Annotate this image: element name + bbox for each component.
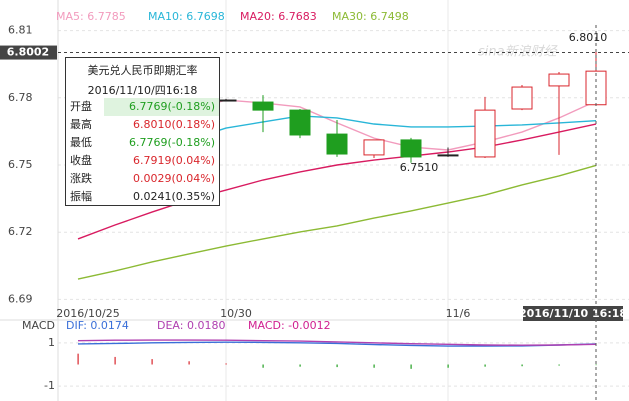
legend-entry: MA5: 6.7785 — [56, 10, 126, 23]
current-price-box — [0, 45, 57, 60]
tooltip-row: 涨跌 0.0029(0.04%) — [66, 170, 219, 188]
annotation: 6.8010 — [569, 31, 608, 44]
candle-body — [474, 109, 496, 158]
macd-bar — [447, 364, 449, 368]
macd-title: MACD — [22, 319, 55, 332]
macd-bar — [595, 364, 597, 366]
tooltip-key: 最高 — [70, 118, 92, 131]
macd-bar — [336, 364, 338, 368]
tooltip-row: 收盘 6.7919(0.04%) — [66, 152, 219, 170]
x-tick-label: 2016/10/25 — [56, 307, 119, 320]
tooltip-value: 6.7769(-0.18%) — [104, 98, 219, 116]
x-tick-label: 2016/11/10 16:18 — [519, 307, 627, 320]
candle-body — [326, 133, 348, 155]
tooltip-key: 最低 — [70, 136, 92, 149]
tooltip-value: 0.0241(0.35%) — [132, 190, 215, 203]
ma-line — [77, 123, 597, 240]
legend-entry: DEA: 0.0180 — [157, 319, 225, 332]
macd-bar — [225, 363, 227, 365]
current-price-label: 6.8002 — [7, 46, 49, 59]
legend-entry: MA10: 6.7698 — [148, 10, 225, 23]
tooltip-title: 美元兑人民币即期汇率 — [87, 64, 198, 77]
candle-body — [252, 101, 274, 111]
tooltip-value: 6.7919(0.04%) — [132, 154, 215, 167]
tooltip-key: 收盘 — [70, 154, 92, 167]
tooltip-date: 2016/11/10/四16:18 — [87, 84, 198, 97]
y-tick-label: 6.72 — [8, 225, 33, 238]
tooltip-row: 最低 6.7769(-0.18%) — [66, 134, 219, 152]
legend-entry: DIF: 0.0174 — [66, 319, 129, 332]
macd-bar — [262, 364, 264, 368]
macd-bar — [188, 361, 190, 365]
candle-body — [511, 86, 533, 110]
x-tick-label: 11/6 — [446, 307, 471, 320]
tooltip-value: 6.7769(-0.18%) — [129, 136, 215, 149]
macd-bar — [114, 356, 116, 365]
annotation: 6.7510 — [400, 161, 439, 174]
tooltip-row: 开盘 6.7769(-0.18%) — [66, 98, 219, 116]
macd-bar — [558, 364, 560, 366]
tooltip-key: 振幅 — [70, 190, 92, 203]
macd-bar — [484, 364, 486, 367]
y-tick-label: 6.78 — [8, 91, 33, 104]
macd-bar — [151, 359, 153, 365]
macd-bar — [77, 353, 79, 365]
y-tick-label: 6.81 — [8, 24, 33, 37]
ma-line — [77, 164, 597, 280]
candle-body — [363, 139, 385, 156]
tooltip-value: 0.0029(0.04%) — [132, 172, 215, 185]
y-tick-label: 1 — [48, 336, 55, 349]
tooltip-value: 6.8010(0.18%) — [132, 118, 215, 131]
tooltip-row: 最高 6.8010(0.18%) — [66, 116, 219, 134]
tooltip-row: 振幅 0.0241(0.35%) — [66, 188, 219, 206]
candle-body — [548, 73, 570, 87]
legend-entry: MA30: 6.7498 — [332, 10, 409, 23]
macd-bar — [521, 364, 523, 367]
candle-body — [400, 139, 422, 158]
macd-line — [77, 341, 597, 347]
candle-body — [437, 154, 459, 157]
macd-line — [77, 339, 597, 346]
tooltip-rows: 开盘 6.7769(-0.18%) 最高 6.8010(0.18%) 最低 6.7769(… — [66, 98, 219, 206]
tooltip-key: 开盘 — [70, 100, 92, 113]
macd-bar — [410, 364, 412, 369]
tooltip-key: 涨跌 — [70, 172, 92, 185]
x-label-box — [523, 306, 623, 321]
legend-entry: MACD: -0.0012 — [248, 319, 331, 332]
watermark: sina新浪财经 — [478, 44, 559, 60]
y-tick-label: -1 — [44, 379, 55, 392]
macd-bar — [299, 364, 301, 367]
candle-body — [289, 109, 311, 136]
tooltip: 美元兑人民币即期汇率 2016/11/10/四16:18 开盘 6.7769(-0… — [65, 57, 220, 206]
macd-bar — [373, 364, 375, 368]
y-tick-label: 6.69 — [8, 292, 33, 305]
y-tick-label: 6.75 — [8, 158, 33, 171]
legend-entry: MA20: 6.7683 — [240, 10, 317, 23]
x-tick-label: 10/30 — [220, 307, 252, 320]
